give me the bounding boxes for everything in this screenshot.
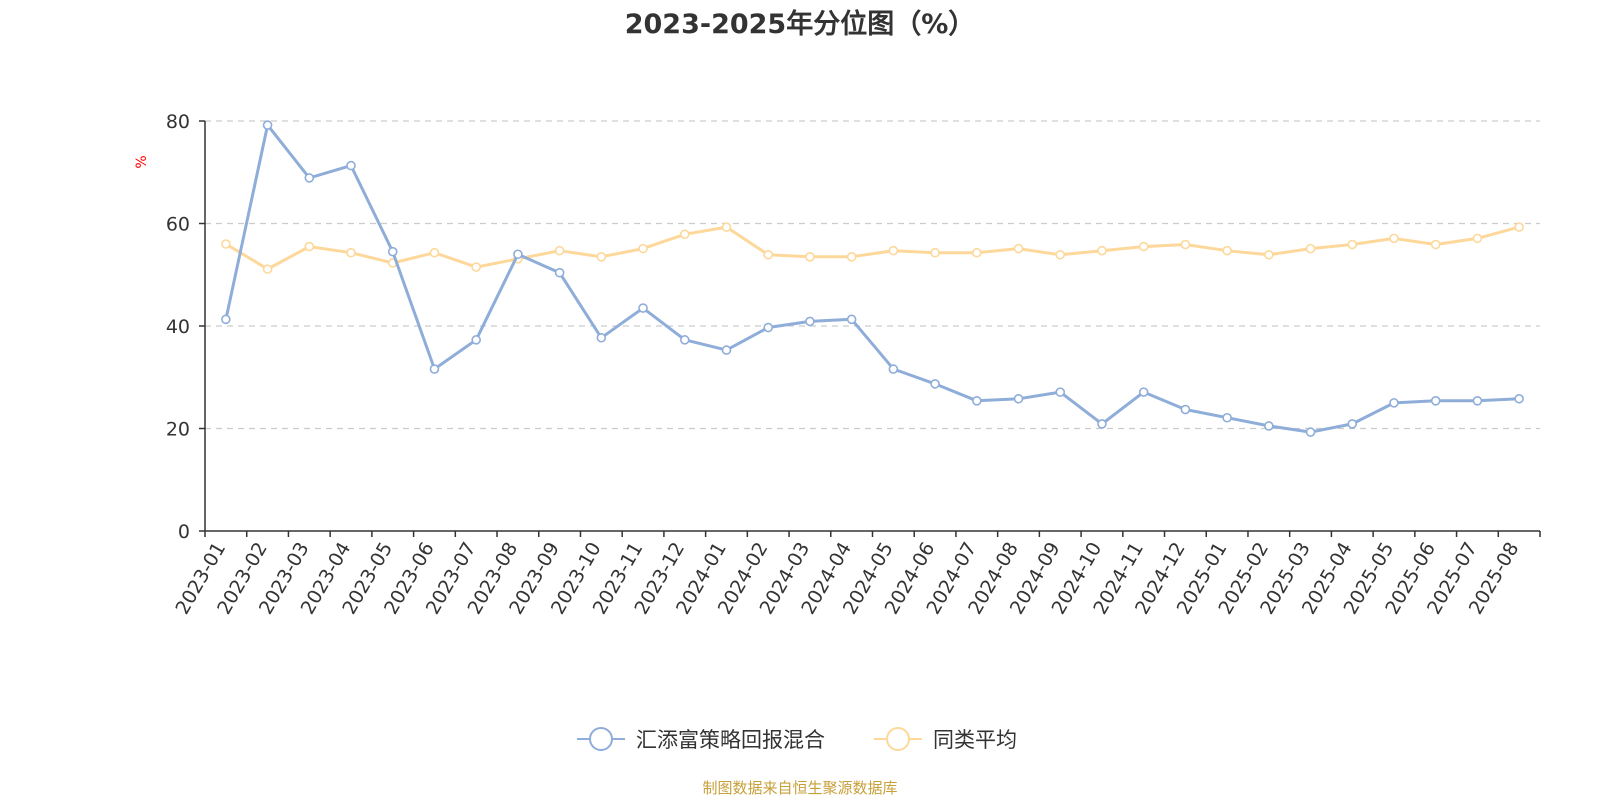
data-point (679, 229, 690, 240)
data-point (1347, 239, 1358, 250)
data-point (513, 249, 523, 260)
legend-label: 同类平均 (933, 728, 1017, 752)
data-point (1097, 245, 1107, 256)
legend-marker-icon (589, 727, 613, 751)
y-tick-label: 80 (166, 111, 190, 133)
series-1 (221, 120, 1524, 437)
data-point (346, 160, 356, 171)
data-point (1305, 427, 1316, 437)
data-point (554, 245, 565, 256)
data-point (471, 262, 481, 272)
y-tick-label: 40 (166, 316, 190, 338)
data-point (721, 345, 732, 355)
data-source-note: 制图数据来自恒生聚源数据库 (702, 779, 897, 797)
data-point (221, 239, 231, 249)
data-point (763, 322, 774, 333)
data-point (429, 247, 440, 258)
data-point (1347, 419, 1358, 429)
series-2 (221, 222, 1524, 274)
data-point (471, 335, 481, 345)
series-2-line (225, 225, 1520, 271)
data-point (262, 120, 273, 130)
data-point (1055, 387, 1066, 397)
data-point (805, 316, 815, 327)
legend-item-2[interactable]: 同类平均 (874, 727, 1017, 752)
data-point (304, 241, 315, 252)
data-point (1389, 233, 1399, 244)
series-lines (221, 120, 1524, 437)
data-point (1264, 249, 1274, 260)
data-point (1013, 243, 1024, 254)
data-point (1264, 421, 1274, 431)
data-point (1138, 387, 1149, 397)
data-point (888, 245, 899, 256)
chart-title: 2023-2025年分位图（%） (625, 8, 976, 40)
data-point (1222, 412, 1232, 423)
data-point (262, 264, 273, 274)
data-point (596, 332, 607, 343)
data-point (971, 396, 982, 406)
data-point (1055, 249, 1066, 260)
data-point (554, 267, 565, 278)
data-point (346, 247, 356, 258)
data-point (930, 379, 940, 389)
data-point (1222, 245, 1232, 256)
data-point (429, 364, 440, 374)
data-point (1097, 419, 1107, 429)
data-point (638, 303, 648, 313)
data-point (805, 252, 815, 262)
series-1-line (224, 123, 1520, 434)
data-point (1514, 393, 1524, 404)
legend-label: 汇添富策略回报混合 (636, 728, 825, 752)
data-point (846, 314, 857, 325)
data-point (221, 314, 231, 325)
data-point (1180, 239, 1191, 250)
data-point (387, 246, 398, 257)
y-tick-label: 60 (166, 214, 190, 236)
data-point (888, 364, 899, 374)
grid-lines (205, 120, 1540, 430)
data-point (846, 252, 857, 262)
y-tick-label: 20 (166, 419, 190, 441)
data-point (1430, 396, 1441, 406)
data-point (596, 252, 607, 262)
data-point (1180, 404, 1191, 415)
data-point (1138, 241, 1149, 252)
data-point (638, 243, 648, 254)
data-point (1013, 393, 1024, 404)
data-point (1389, 398, 1399, 408)
data-point (679, 335, 690, 345)
data-point (763, 249, 774, 260)
data-point (304, 173, 315, 183)
legend[interactable]: 汇添富策略回报混合 同类平均 (577, 727, 1017, 752)
data-point (1472, 396, 1483, 406)
y-axis-label: % (134, 155, 150, 168)
data-point (1514, 222, 1524, 232)
data-point (930, 247, 940, 258)
data-point (1472, 233, 1483, 244)
data-point (721, 222, 732, 232)
legend-marker-icon (886, 727, 910, 751)
data-point (1305, 243, 1316, 254)
legend-item-1[interactable]: 汇添富策略回报混合 (577, 727, 825, 752)
axes: 0204060802023-012023-022023-032023-04202… (166, 111, 1541, 618)
data-point (1430, 239, 1441, 250)
y-tick-label: 0 (178, 521, 190, 543)
data-point (971, 247, 982, 258)
